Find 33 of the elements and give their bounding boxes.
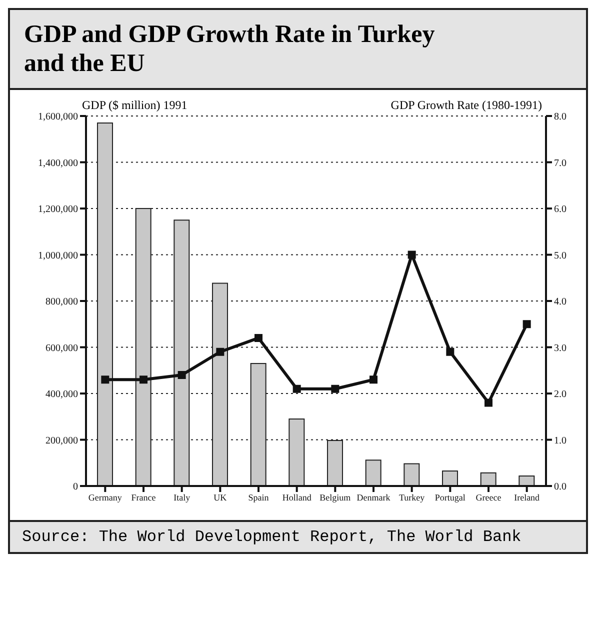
y2-axis-title: GDP Growth Rate (1980-1991) [390, 98, 542, 113]
x-tick-label: Italy [174, 492, 191, 502]
y-tick-label: 1,400,000 [38, 158, 78, 169]
y-tick-label: 0 [73, 482, 78, 493]
y2-tick-label: 0.0 [554, 482, 566, 493]
y2-tick-label: 4.0 [554, 296, 566, 308]
y-axis-title: GDP ($ million) 1991 [82, 98, 188, 113]
y-tick-label: 200,000 [46, 435, 78, 446]
x-tick-label: Portugal [434, 492, 466, 502]
x-tick-label: Ireland [514, 492, 540, 502]
y-tick-label: 800,000 [46, 296, 78, 308]
x-tick-label: Greece [476, 492, 502, 502]
y2-tick-label: 5.0 [554, 250, 566, 262]
x-tick-label: Belgium [320, 492, 351, 502]
y-tick-label: 600,000 [46, 342, 78, 354]
y2-tick-label: 7.0 [554, 158, 566, 169]
y2-tick-label: 2.0 [554, 389, 566, 400]
y2-tick-label: 3.0 [554, 342, 566, 354]
y2-tick-label: 6.0 [554, 204, 566, 216]
x-tick-label: Germany [88, 492, 122, 502]
x-tick-label: Holland [282, 492, 312, 502]
y-tick-label: 1,600,000 [38, 112, 78, 123]
x-tick-label: Turkey [398, 492, 426, 502]
x-tick-label: UK [214, 492, 228, 502]
x-tick-label: France [131, 492, 156, 502]
y2-tick-label: 8.0 [554, 112, 566, 123]
y-tick-label: 400,000 [46, 389, 78, 400]
y2-tick-label: 1.0 [554, 435, 566, 446]
y-tick-label: 1,000,000 [38, 250, 78, 262]
x-tick-label: Denmark [356, 492, 391, 502]
x-tick-label: Spain [248, 492, 270, 502]
y-tick-label: 1,200,000 [38, 204, 78, 216]
chart-title: GDP and GDP Growth Rate in Turkey and the EU [24, 20, 436, 78]
